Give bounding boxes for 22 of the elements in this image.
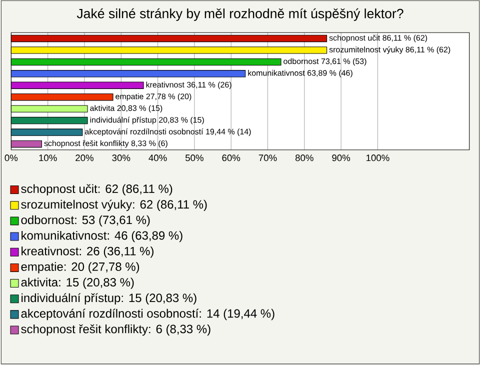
text: kreativnost: 26 (36,11 %)	[22, 246, 154, 258]
x-tick-label: 70%	[258, 154, 277, 162]
text: empatie: 20 (27,78 %)	[21, 262, 140, 274]
x-tick-label: 20%	[76, 154, 94, 162]
x-tick-label: 60%	[222, 154, 240, 162]
x-tick-label: 10%	[39, 154, 57, 162]
text: akceptování rozdílnosti osobností: 14 (19,44 %)	[21, 308, 274, 320]
text: individuální přístup: 15 (20,83 %)	[22, 293, 196, 305]
x-tick-label: 30%	[112, 154, 130, 162]
x-tick-label: 50%	[185, 154, 204, 162]
text: odbornost: 53 (73,61 %)	[21, 216, 150, 227]
text: schopnost učit: 62 (86,11 %)	[21, 184, 172, 196]
x-tick-label: 100%	[366, 154, 390, 162]
x-tick-label: 90%	[332, 154, 350, 162]
x-tick-label: 40%	[148, 154, 167, 162]
text: schopnost řešit konflikty: 6 (8,33 %)	[21, 324, 210, 336]
text: srozumitelnost výuky: 62 (86,11 %)	[21, 200, 207, 212]
text: aktivita: 15 (20,83 %)	[21, 278, 134, 290]
text: komunikativnost: 46 (63,89 %)	[22, 231, 182, 242]
x-tick-label: 80%	[295, 154, 314, 162]
chart-title: Jaké silné stránky by měl rozhodně mít úspěšný lektor?	[76, 8, 404, 22]
x-tick-label: 0%	[4, 154, 18, 162]
